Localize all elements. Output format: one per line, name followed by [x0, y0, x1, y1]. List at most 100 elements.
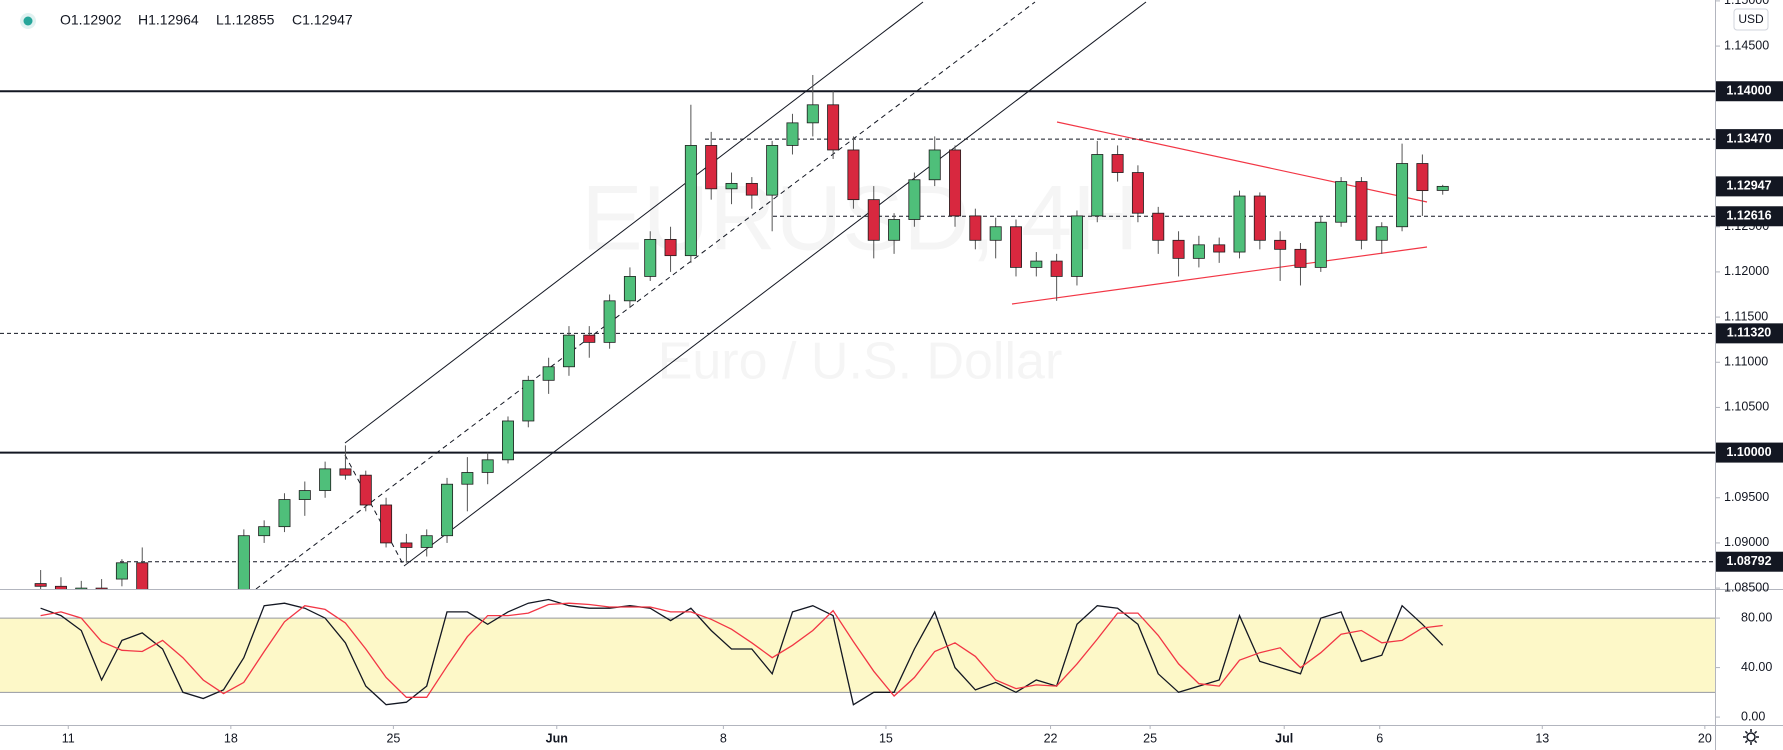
y-tick-label: 1.15000: [1724, 0, 1769, 7]
candle-body: [1314, 221, 1327, 268]
last-price-badge: [1716, 176, 1783, 197]
gear-center[interactable]: [1746, 732, 1756, 742]
y-tick-label: 1.09500: [1724, 490, 1769, 504]
candle-body: [136, 562, 149, 589]
candle-body: [1152, 212, 1165, 241]
candle-body: [339, 468, 352, 476]
candle-body: [908, 179, 921, 220]
candle-body: [1416, 163, 1429, 192]
level-badge: [1716, 81, 1783, 102]
level-label: 1.08792: [1726, 554, 1771, 568]
candle-body: [461, 472, 474, 485]
x-tick-label: 25: [1143, 731, 1157, 745]
currency[interactable]: USD: [1738, 12, 1764, 26]
candle-body: [1294, 248, 1307, 268]
level-label: 1.14000: [1726, 84, 1771, 98]
candle-body: [745, 182, 758, 196]
legend-close: C1.12947: [292, 12, 353, 28]
level-badge: [1716, 442, 1783, 463]
candle-body: [1131, 172, 1144, 214]
candle-body: [359, 474, 372, 506]
status-dot: [23, 16, 33, 26]
x-tick-label: 8: [720, 731, 727, 745]
stoch-line: [40, 602, 1443, 698]
level-label: 1.10000: [1726, 445, 1771, 459]
candle-body: [1274, 239, 1287, 250]
x-tick-label: 6: [1376, 731, 1383, 745]
y-tick-label: 1.11500: [1724, 309, 1768, 323]
x-tick-label: Jun: [546, 731, 568, 745]
y-tick-label: 1.11000: [1724, 355, 1768, 369]
x-tick-label: 13: [1535, 731, 1549, 745]
candle-body: [1030, 260, 1043, 268]
candle-body: [1436, 185, 1449, 191]
candle-body: [766, 145, 779, 196]
level-label: 1.13470: [1726, 131, 1771, 145]
candle-body: [867, 199, 880, 241]
y-tick-label: 1.08500: [1724, 580, 1769, 594]
x-tick-label: 15: [879, 731, 893, 745]
candle-body: [1213, 244, 1226, 253]
x-tick-label: 22: [1044, 731, 1058, 745]
osc-tick-label: 0.00: [1741, 709, 1765, 723]
candle-body: [441, 483, 454, 537]
channel-upper: [344, 1, 924, 444]
candle-body: [1396, 163, 1409, 228]
x-tick-label: 18: [224, 731, 238, 745]
level-badge: [1716, 206, 1783, 227]
gear-teeth[interactable]: [1743, 729, 1759, 745]
candle-body: [664, 238, 677, 257]
candle-body: [115, 562, 128, 580]
triangle-lower: [1011, 246, 1428, 305]
y-tick-label: 1.10500: [1724, 400, 1769, 414]
last-price-label: 1.12947: [1726, 179, 1771, 193]
candle-body: [1375, 226, 1388, 241]
candle-body: [949, 149, 962, 217]
candle-body: [969, 215, 982, 241]
x-tick-label: 11: [62, 731, 75, 745]
candle-body: [54, 585, 67, 589]
candle-body: [1010, 226, 1022, 268]
candle-body: [258, 526, 271, 537]
level-label: 1.12616: [1726, 209, 1771, 223]
candle-body: [1253, 195, 1266, 241]
candle-body: [481, 459, 494, 473]
candle-body: [522, 379, 535, 422]
legend-high: H1.12964: [138, 12, 199, 28]
osc-tick-label: 80.00: [1741, 610, 1772, 624]
candle-body: [1335, 181, 1348, 223]
channel-lower: [403, 1, 1147, 567]
candle-body: [502, 420, 514, 461]
x-tick-label: Jul: [1275, 731, 1293, 745]
candle-body: [603, 300, 616, 343]
legend-low: L1.12855: [216, 12, 275, 28]
settings-icon[interactable]: [1743, 729, 1759, 745]
y-tick-label: 1.12000: [1724, 264, 1769, 278]
currency-badge[interactable]: [1733, 8, 1769, 31]
candle-body: [583, 334, 596, 343]
axes: 1.150001.145001.125001.120001.115001.110…: [62, 0, 1783, 745]
candle-body: [684, 145, 697, 257]
level-badge: [1716, 323, 1783, 344]
price-pane: [0, 1, 1715, 589]
candle-body: [278, 499, 291, 528]
candle-body: [400, 542, 413, 548]
candle-body: [1233, 195, 1246, 253]
candle-body: [888, 219, 901, 241]
candle-body: [827, 104, 840, 151]
y-tick-label: 1.14500: [1724, 38, 1769, 52]
x-tick-label: 20: [1698, 731, 1712, 745]
candle-body: [989, 226, 1002, 241]
channel: [255, 1, 1147, 589]
candle-body: [380, 504, 393, 544]
candle-body: [34, 583, 47, 587]
channel-anchor: [344, 454, 405, 567]
candle-body: [1111, 154, 1124, 173]
candle-body: [237, 535, 250, 589]
candle-body: [1355, 181, 1368, 241]
legend-open: O1.12902: [60, 12, 122, 28]
candle-body: [847, 149, 860, 201]
level-label: 1.11320: [1727, 326, 1772, 340]
candle-body: [806, 104, 819, 124]
